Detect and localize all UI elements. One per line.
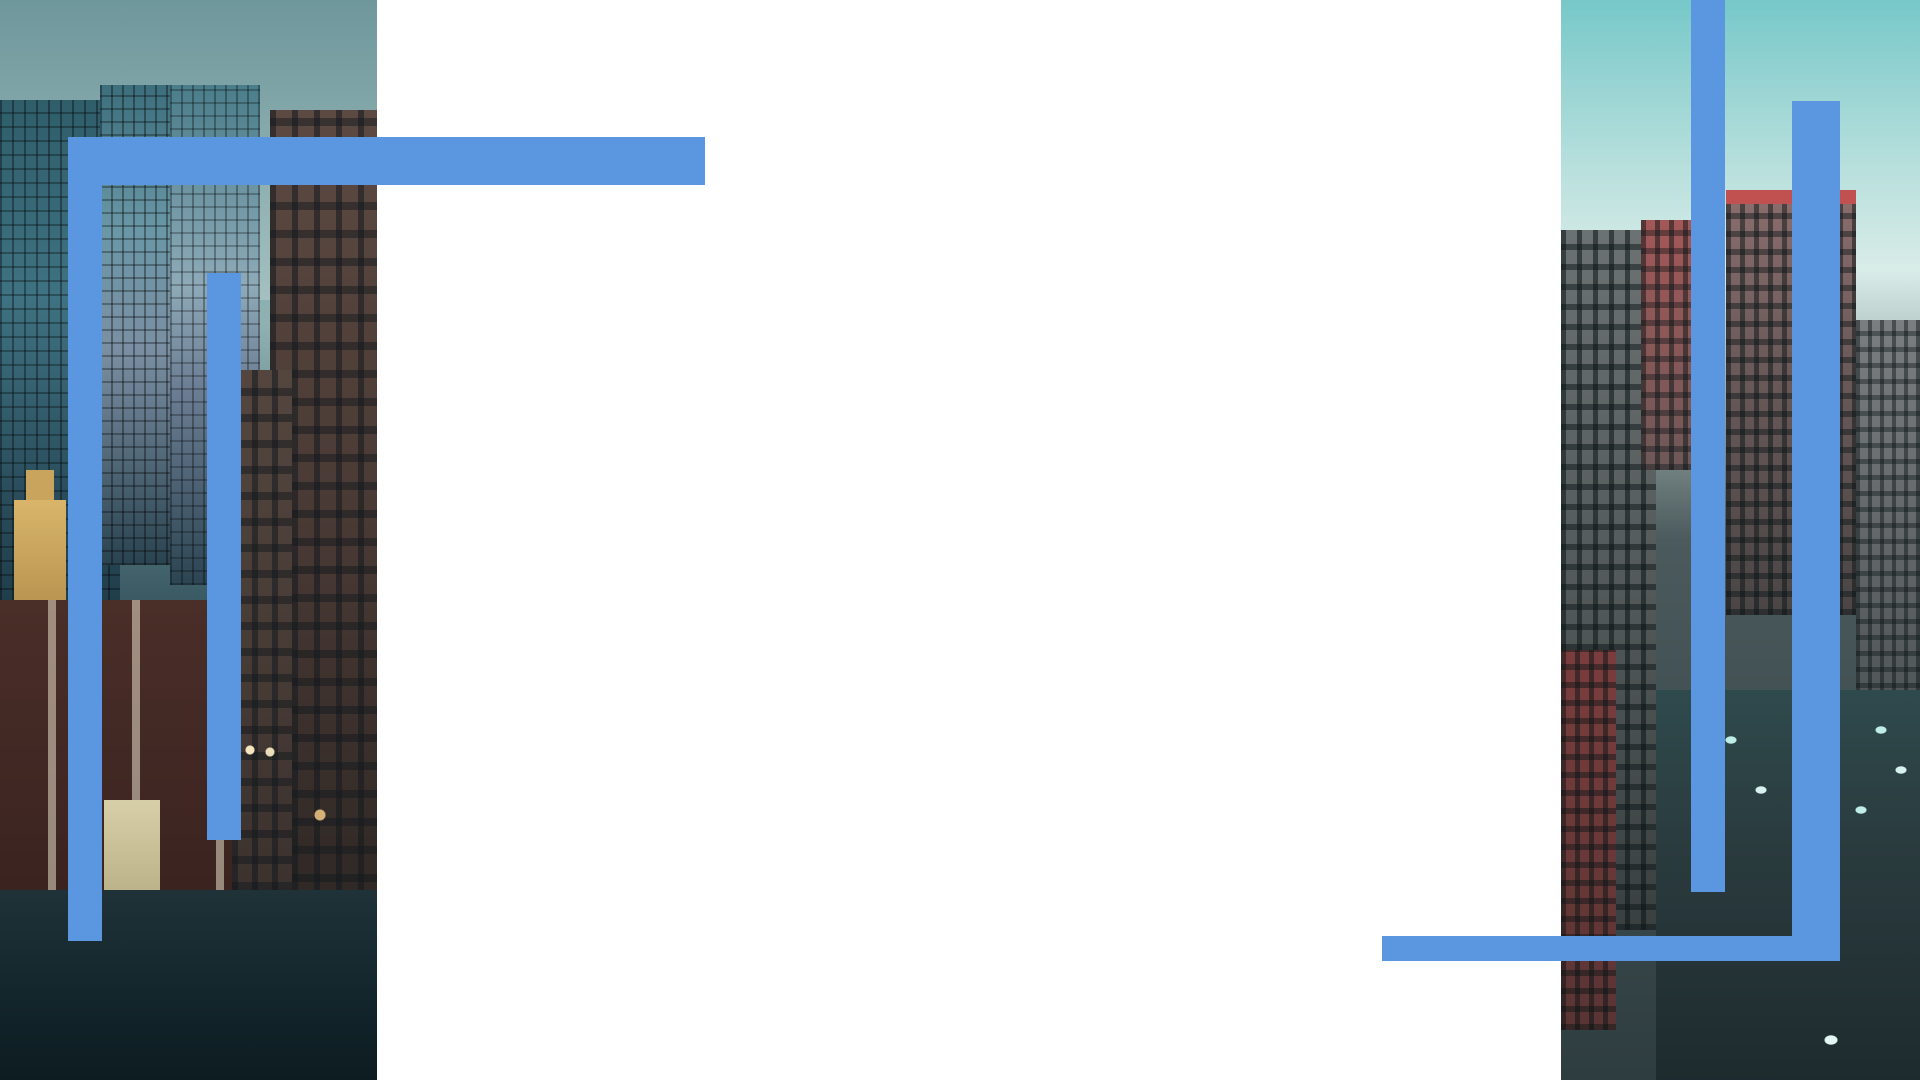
steeple-top xyxy=(26,470,54,504)
accent-bar-left-inner xyxy=(207,273,241,840)
office-building xyxy=(1856,320,1920,720)
right-city-photo xyxy=(1561,0,1920,1080)
accent-bar-right-tall xyxy=(1691,0,1725,892)
street-ground xyxy=(0,890,377,1080)
accent-bar-right-bottom xyxy=(1382,936,1840,961)
accent-bar-right-outer xyxy=(1792,101,1840,961)
brick-building xyxy=(1561,650,1616,1030)
street-lights xyxy=(230,740,350,860)
accent-bar-left-vertical xyxy=(68,137,102,941)
doorway xyxy=(104,800,160,890)
accent-bar-left-top xyxy=(68,137,705,185)
